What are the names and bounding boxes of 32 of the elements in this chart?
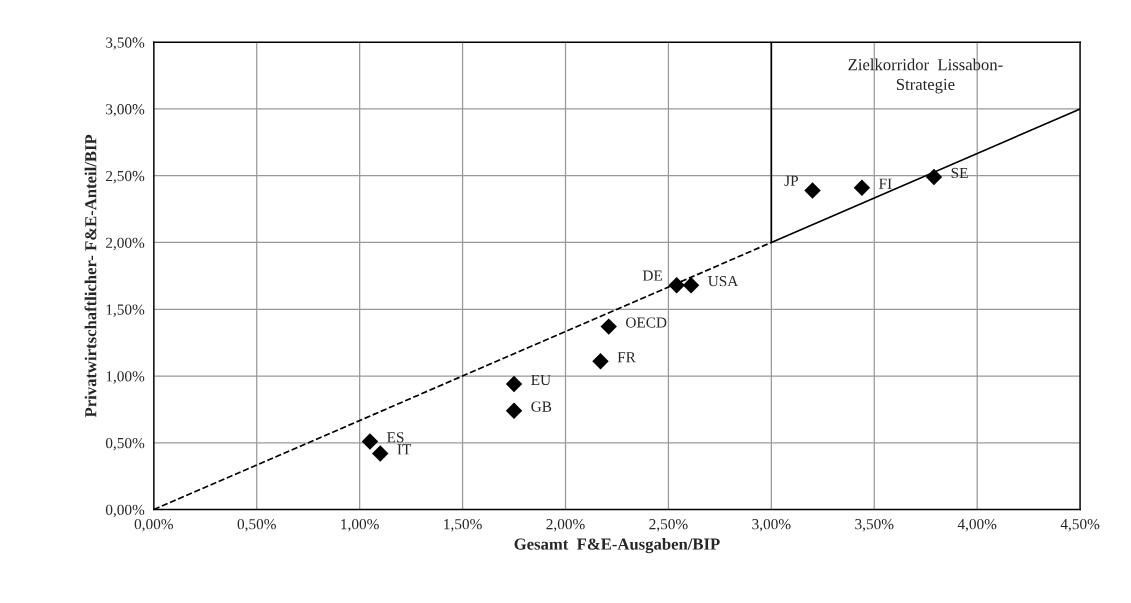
x-tick-label: 3,50%: [855, 519, 894, 532]
x-tick-label: 3,00%: [752, 519, 791, 532]
y-tick-label: 3,50%: [106, 37, 145, 50]
annotation: Zielkorridor Lissabon- Strategie: [848, 58, 1003, 94]
x-tick-label: 2,00%: [546, 519, 585, 532]
annotation: OECD: [626, 317, 667, 328]
y-tick-label: 1,50%: [106, 304, 145, 317]
annotation: IT: [397, 444, 412, 455]
x-tick-label: 1,00%: [341, 519, 379, 532]
annotation: EU: [531, 374, 551, 386]
x-tick-label: 2,50%: [649, 519, 688, 532]
annotation: USA: [708, 276, 739, 287]
y-tick-label: 0,50%: [105, 437, 145, 451]
y-tick-label: 1,00%: [106, 371, 145, 384]
y-tick-label: 3,00%: [106, 104, 145, 117]
annotation: FR: [617, 352, 636, 363]
annotation: GB: [531, 401, 552, 412]
y-tick-label: 2,50%: [106, 170, 145, 184]
x-axis-title: Gesamt F&E-Ausgaben/BIP: [514, 537, 720, 554]
annotation: JP: [784, 175, 799, 186]
y-tick-label: 0,00%: [105, 504, 145, 518]
x-tick-label: 4,00%: [957, 519, 997, 532]
x-tick-label: 0,50%: [237, 519, 276, 532]
x-tick-label: 0,00%: [134, 519, 174, 532]
annotation: DE: [642, 270, 663, 281]
x-tick-label: 4,50%: [1060, 519, 1100, 532]
annotation: FI: [879, 178, 892, 189]
y-tick-label: 2,00%: [106, 237, 145, 251]
x-tick-label: 1,50%: [444, 519, 482, 532]
y-axis-title: Privatwirtschaftlicher- F&E-Anteil/BIP: [84, 134, 97, 418]
annotation: SE: [951, 167, 968, 179]
annotation: ES: [387, 432, 404, 443]
